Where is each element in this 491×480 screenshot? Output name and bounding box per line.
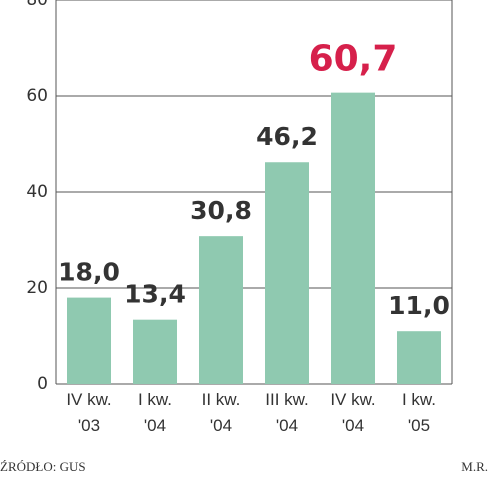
bar: [199, 236, 243, 384]
bar: [331, 92, 375, 384]
value-label: 13,4: [124, 280, 186, 309]
bar: [265, 162, 309, 384]
bar: [397, 331, 441, 384]
source: ŹRÓDŁO: GUS: [0, 459, 86, 474]
bar: [67, 297, 111, 384]
x-tick-label: III kw. '04: [265, 390, 309, 435]
bar: [133, 319, 177, 384]
author: M.R.: [461, 459, 488, 474]
y-tick-label: 60: [26, 86, 48, 106]
y-tick-label: 0: [37, 374, 48, 394]
value-label: 11,0: [388, 291, 450, 320]
y-tick-label: 20: [26, 278, 48, 298]
x-tick-label: IV kw. '03: [66, 390, 112, 435]
value-label: 18,0: [58, 258, 120, 287]
x-tick-label: II kw. '04: [201, 390, 241, 435]
value-label: 30,8: [190, 196, 252, 225]
value-label: 46,2: [256, 122, 318, 151]
value-label: 60,7: [309, 39, 398, 80]
y-tick-label: 80: [26, 0, 48, 10]
x-tick-label: IV kw. '04: [330, 390, 376, 435]
x-tick-label: I kw. '04: [137, 390, 172, 435]
y-tick-label: 40: [26, 182, 48, 202]
x-tick-label: I kw. '05: [401, 390, 436, 435]
